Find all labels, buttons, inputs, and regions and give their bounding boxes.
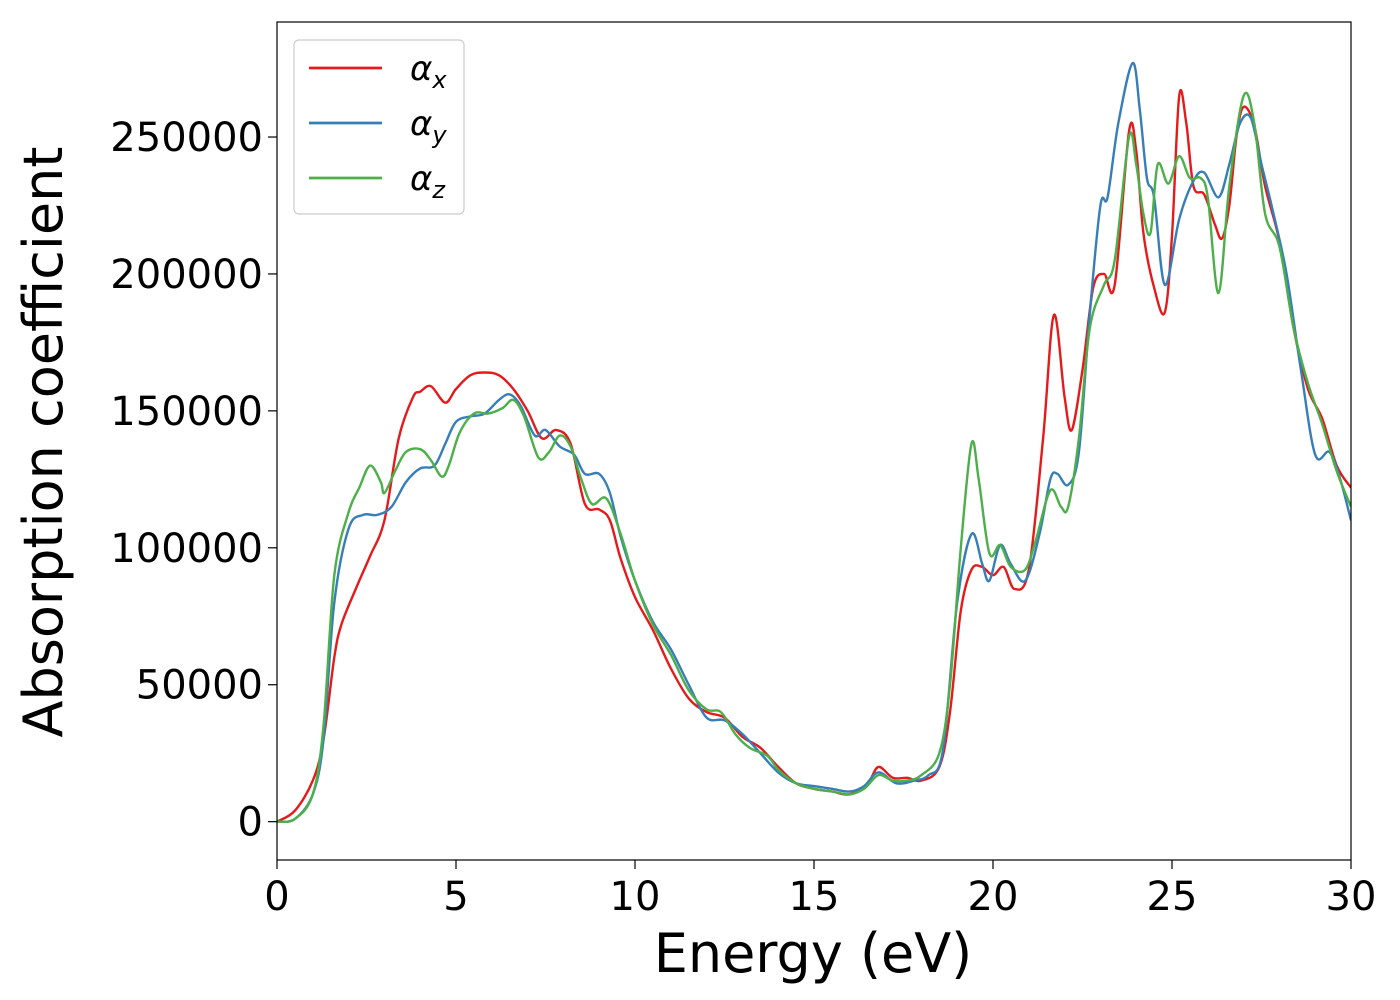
series-layer (277, 61, 1351, 824)
x-tick-label: 5 (443, 874, 468, 920)
y-tick-label: 50000 (136, 663, 263, 709)
x-tick-label: 10 (610, 874, 661, 920)
y-tick-label: 100000 (110, 526, 263, 572)
y-tick-label: 0 (238, 800, 263, 846)
y-axis-title: Absorption coefficient (12, 147, 75, 738)
legend-label-alpha-y: αy (410, 104, 447, 149)
y-axis-ticks: 0 50000 100000 150000 200000 250000 (110, 115, 277, 846)
legend-label-alpha-x: αx (410, 49, 447, 94)
y-tick-label: 200000 (110, 252, 263, 298)
legend-box (293, 39, 465, 215)
y-tick-label: 250000 (110, 115, 263, 161)
y-tick-label: 150000 (110, 389, 263, 435)
x-tick-label: 25 (1147, 874, 1198, 920)
x-tick-label: 15 (789, 874, 840, 920)
series-line-alpha-z (277, 91, 1351, 824)
x-axis-title: Energy (eV) (654, 922, 973, 985)
x-tick-label: 30 (1326, 874, 1377, 920)
x-tick-label: 20 (968, 874, 1019, 920)
legend: αx αy αz (293, 39, 465, 215)
legend-label-alpha-z: αz (410, 159, 446, 204)
x-tick-label: 0 (264, 874, 289, 920)
x-axis-ticks: 0 5 10 15 20 25 30 (264, 860, 1376, 920)
